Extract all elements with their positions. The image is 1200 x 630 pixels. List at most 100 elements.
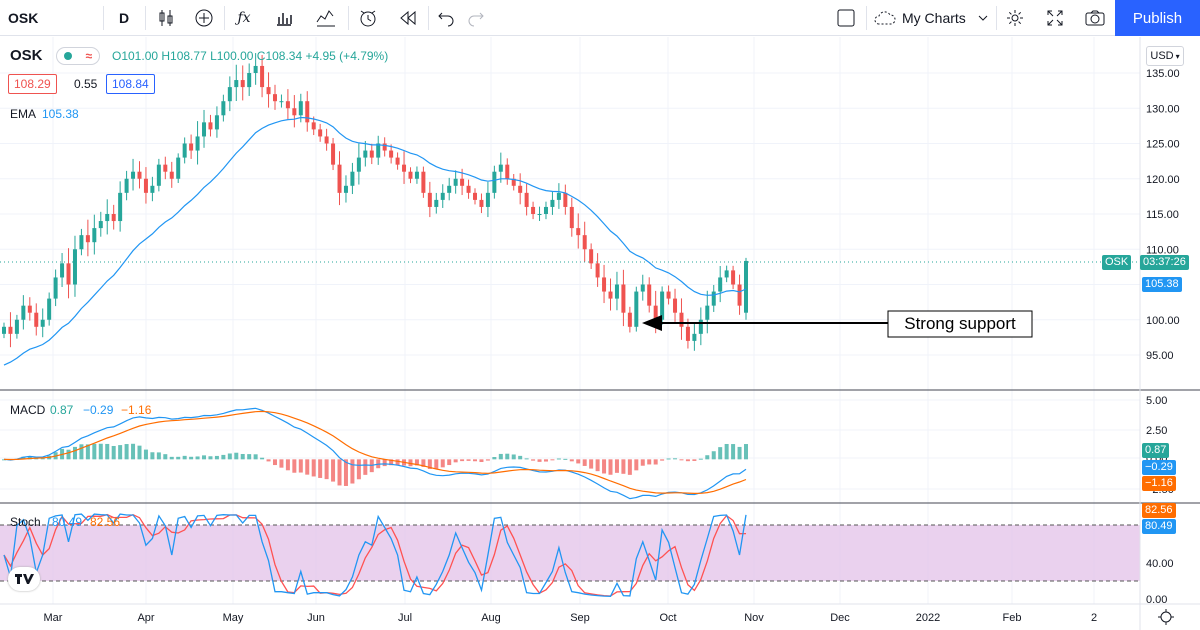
candle-body [247,73,252,88]
candle-body [376,143,381,158]
macd-histogram-bar [395,459,400,466]
compare-icon[interactable] [308,0,344,36]
support-label-box[interactable] [887,310,1033,338]
candle-body [434,199,439,207]
candle-body [27,305,32,313]
settings-icon[interactable] [1000,0,1030,36]
macd-histogram-bar [343,459,348,486]
macd-histogram-bar [711,451,716,460]
ask-box[interactable]: 108.84 [106,74,155,94]
macd-histogram-bar [21,456,26,460]
my-charts-button[interactable]: My Charts [902,10,966,26]
macd-histogram-bar [350,459,355,484]
macd-histogram-bar [640,459,645,466]
macd-histogram-bar [363,459,368,475]
macd-histogram-bar [305,459,310,475]
macd-histogram-bar [389,459,394,466]
support-arrow-head[interactable] [642,315,662,331]
macd-histogram-bar [440,459,445,468]
undo-icon[interactable] [432,0,460,36]
price-tick-label: 130.00 [1146,103,1180,115]
chart-canvas[interactable]: Strong support 135.00 130.00 125.00 120.00 1… [0,37,1200,630]
macd-histogram-bar [550,459,555,461]
bid-box[interactable]: 108.29 [8,74,57,94]
macd-tick-label: 5.00 [1146,395,1167,407]
candle-body [543,206,548,214]
templates-icon[interactable] [268,0,300,36]
candle-body [105,214,110,222]
candle-body [531,206,536,214]
candle-body [369,150,374,158]
publish-button[interactable]: Publish [1115,0,1200,36]
camera-icon[interactable] [1080,0,1110,36]
layout-icon[interactable] [832,0,860,36]
candle-body [421,171,426,193]
candle-body [550,199,555,207]
macd-histogram-bar [556,458,561,460]
macd-histogram-bar [240,453,245,460]
price-tick-label: 100.00 [1146,315,1180,327]
market-status-badge[interactable]: ≈ [56,47,100,65]
axis-settings-icon[interactable] [1158,609,1174,625]
candle-body [331,143,336,165]
candle-body [718,277,723,292]
macd-histogram-bar [569,459,574,462]
candle-body [569,206,574,229]
alert-icon[interactable] [352,0,384,36]
time-tick-label: Jul [398,612,412,624]
macd-histogram-bar [724,443,729,460]
macd-histogram-bar [311,459,316,477]
interval-button[interactable]: D [118,10,130,26]
candle-body [666,291,671,299]
indicators-icon[interactable]: ƒx [237,10,251,26]
support-label: Strong support [904,314,1016,333]
candle-body [589,249,594,264]
macd-histogram-bar [279,459,284,468]
candle-body [208,122,213,130]
price-tick-label: 125.00 [1146,139,1180,151]
macd-histogram-bar [576,459,581,464]
candle-body [679,312,684,327]
macd-histogram-bar [434,459,439,469]
currency-selector[interactable]: USD ▾ [1146,46,1184,66]
status-dot-icon [63,52,72,60]
candle-body [602,277,607,292]
macd-histogram-bar [634,459,639,471]
candle-body [737,284,742,306]
candle-body [440,192,445,200]
macd-histogram-bar [292,459,297,473]
candle-body [647,284,652,306]
candle-body [343,185,348,193]
stoch-d-tag: 82.56 [1142,503,1176,518]
fullscreen-icon[interactable] [1040,0,1070,36]
candle-body [634,291,639,327]
top-toolbar: OSK D ƒx [0,0,1200,36]
price-tick-label: 95.00 [1146,350,1174,362]
candle-body [473,192,478,200]
candle-body [305,101,310,123]
add-compare-icon[interactable] [188,0,220,36]
candle-body [627,312,632,327]
candles-icon[interactable] [150,0,182,36]
macd-histogram-bar [356,459,361,480]
symbol-search[interactable]: OSK [8,10,39,26]
candle-body [260,65,265,88]
candle-body [285,101,290,109]
candle-body [563,192,568,207]
replay-icon[interactable] [392,0,424,36]
tradingview-logo-icon[interactable] [8,567,40,591]
time-tick-label: Mar [44,612,63,624]
macd-hist-tag: 0.87 [1142,443,1170,458]
candle-body [176,157,181,179]
candle-body [485,192,490,207]
candle-body [511,178,516,186]
candle-body [698,319,703,334]
chevron-down-icon[interactable] [974,0,992,36]
candle-body [524,192,529,207]
candle-body [143,178,148,193]
candle-body [53,277,58,299]
macd-histogram-bar [621,459,626,474]
macd-legend-hist: 0.87 [50,403,74,417]
candle-body [14,319,19,334]
redo-icon[interactable] [462,0,490,36]
